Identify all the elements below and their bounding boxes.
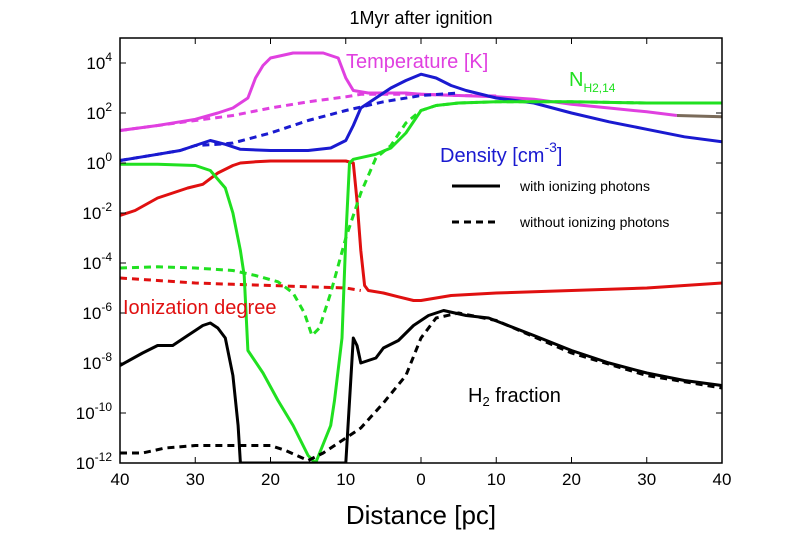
series-line-6-solid (120, 100, 722, 463)
nh2-label-base: N (569, 69, 583, 91)
density-label: Density [cm-3] (440, 139, 562, 167)
nh2-label-sub: H2,14 (583, 81, 615, 95)
series-line-5-dashed (120, 276, 362, 292)
x-tick-label: 40 (713, 470, 732, 489)
nh2-label: NH2,14 (569, 69, 616, 95)
h2-label-suffix: fraction (490, 385, 561, 407)
x-tick-label: 20 (261, 470, 280, 489)
legend: with ionizing photons without ionizing p… (452, 178, 669, 230)
y-tick-label: 10-4 (82, 250, 112, 273)
series-line-4-solid (120, 159, 722, 302)
y-tick-label: 10-2 (82, 200, 112, 223)
y-tick-label: 10-8 (82, 350, 112, 373)
series-line-3-dashed (120, 91, 459, 162)
x-tick-label: 30 (637, 470, 656, 489)
legend-label-dashed: without ionizing photons (519, 214, 669, 230)
series-line-10-solid (676, 114, 722, 119)
y-tick-label: 102 (86, 100, 112, 123)
density-label-end: ] (557, 145, 563, 167)
series-line-9-dashed (120, 311, 722, 462)
h2-label-prefix: H (468, 385, 482, 407)
series-line-2-solid (120, 72, 722, 162)
legend-label-solid: with ionizing photons (519, 178, 650, 194)
x-axis: 40 30 20 10 0 10 20 30 40 (111, 38, 732, 489)
y-tick-label: 10-6 (82, 300, 112, 323)
series-line-8-solid (120, 309, 722, 463)
h2-fraction-label: H2 fraction (468, 385, 561, 409)
series-line-1-dashed (120, 92, 497, 132)
x-axis-label: Distance [pc] (346, 500, 496, 530)
y-tick-label: 104 (86, 50, 112, 73)
x-tick-label: 20 (562, 470, 581, 489)
x-tick-label: 30 (186, 470, 205, 489)
y-axis: 104 102 100 10-2 10-4 10-6 10-8 10-10 10-12 (76, 50, 722, 473)
x-tick-label: 40 (111, 470, 130, 489)
h2-label-sub: 2 (482, 394, 489, 409)
x-tick-label: 10 (487, 470, 506, 489)
y-tick-label: 10-10 (76, 400, 113, 423)
density-label-base: Density [cm (440, 145, 544, 167)
chart-title: 1Myr after ignition (349, 8, 492, 28)
density-label-sup: -3 (544, 139, 557, 155)
series-line-0-solid (120, 51, 678, 132)
y-tick-label: 10-12 (76, 450, 113, 473)
x-tick-label: 10 (336, 470, 355, 489)
temperature-label: Temperature [K] (346, 51, 488, 73)
x-tick-label: 0 (416, 470, 425, 489)
ionization-label: Ionization degree (123, 297, 276, 319)
series-line-7-dashed (120, 101, 459, 337)
series-layer (120, 51, 722, 463)
y-tick-label: 100 (86, 150, 112, 173)
